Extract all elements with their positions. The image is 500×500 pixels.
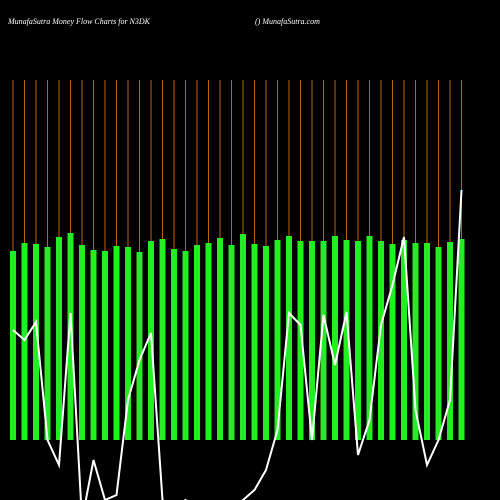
bar — [332, 236, 338, 440]
bar — [90, 250, 97, 440]
chart-title: MunafaSutra Money Flow Charts for N3DK — [7, 17, 151, 26]
bar — [309, 241, 315, 440]
bar — [33, 244, 39, 440]
bar — [56, 237, 62, 440]
bar — [21, 243, 28, 440]
chart-subtitle: () MunafaSutra.com — [255, 17, 320, 26]
bar — [458, 239, 465, 440]
bar — [412, 243, 419, 440]
bar — [136, 252, 143, 440]
bar — [366, 236, 373, 440]
bar — [171, 249, 177, 440]
bar — [79, 245, 85, 440]
bar — [435, 247, 442, 440]
money-flow-line — [12, 189, 463, 500]
bar — [378, 241, 384, 440]
bar — [113, 246, 120, 440]
bar — [447, 242, 453, 440]
bar — [320, 241, 327, 440]
bar — [251, 244, 258, 440]
bar — [274, 240, 281, 440]
bar — [44, 247, 51, 440]
bar — [217, 238, 223, 440]
bar — [102, 251, 108, 440]
bar — [67, 233, 74, 440]
bar — [401, 240, 407, 440]
bar — [240, 234, 246, 440]
bar — [263, 246, 269, 440]
bar — [424, 243, 430, 440]
bar — [389, 244, 396, 440]
bar — [355, 241, 361, 440]
bar — [10, 251, 16, 440]
bar — [297, 241, 304, 440]
bar — [205, 243, 212, 440]
bar — [228, 245, 235, 440]
bar — [182, 251, 189, 440]
bar — [194, 245, 200, 440]
bar — [343, 240, 350, 440]
bar — [159, 239, 166, 440]
bar — [286, 236, 292, 440]
bar — [125, 247, 131, 440]
